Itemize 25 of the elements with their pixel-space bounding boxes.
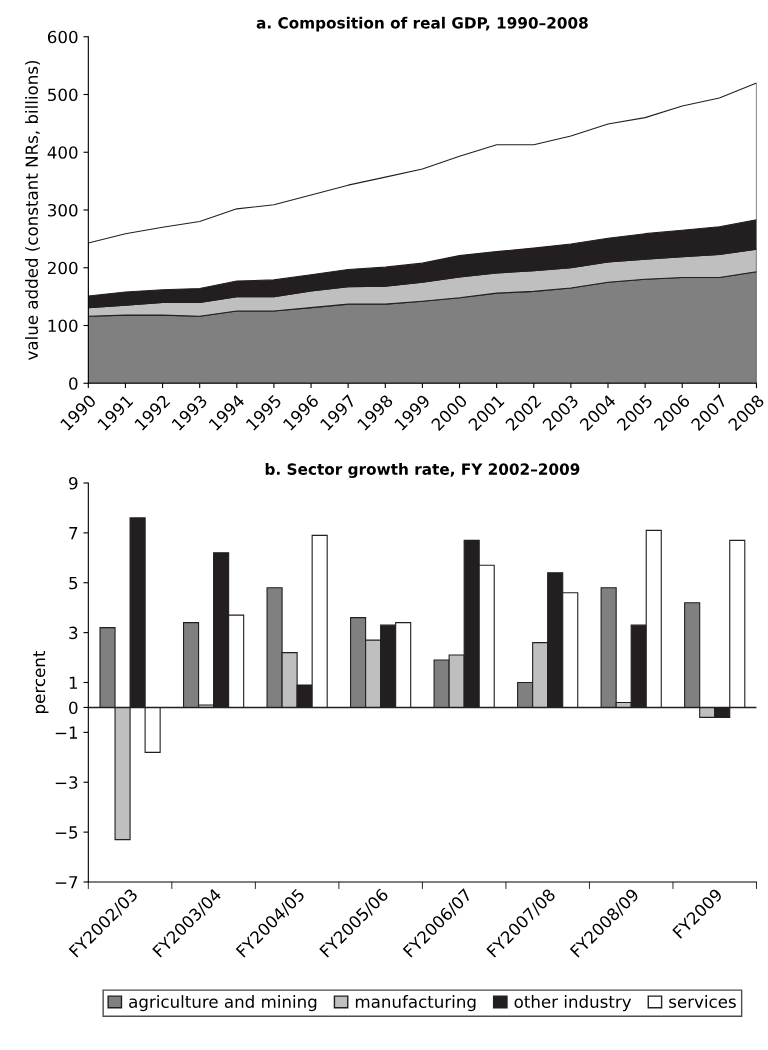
y-tick-label: 500	[48, 88, 78, 102]
y-tick-label: −7	[55, 876, 78, 889]
chart-title: a. Composition of real GDP, 1990–2008	[256, 16, 588, 32]
y-tick-label: 1	[69, 676, 78, 689]
y-tick-label: 600	[47, 30, 78, 44]
y-axis-title: percent	[33, 650, 49, 713]
chart-title: b. Sector growth rate, FY 2002–2009	[265, 463, 580, 478]
y-tick-label: 3	[69, 626, 78, 640]
y-tick-label: 200	[48, 261, 78, 275]
y-tick-label: 400	[47, 146, 78, 159]
y-tick-label: −3	[55, 776, 78, 789]
y-tick-label: 9	[69, 476, 78, 490]
y-tick-label: 7	[69, 527, 78, 540]
y-tick-label: 5	[69, 576, 78, 590]
y-axis-title: value added (constant NRs, billions)	[25, 60, 40, 360]
y-tick-label: 0	[69, 701, 78, 715]
legend-label: services	[669, 995, 736, 1008]
y-tick-label: 300	[48, 203, 78, 217]
y-tick-label: −1	[55, 726, 78, 739]
y-tick-label: 100	[48, 319, 78, 333]
y-tick-label: −5	[55, 826, 78, 839]
legend-label: agriculture and mining	[129, 995, 317, 1012]
legend-label: manufacturing	[355, 995, 476, 1012]
y-tick-label: 0	[69, 377, 78, 390]
legend-label: other industry	[514, 995, 632, 1012]
